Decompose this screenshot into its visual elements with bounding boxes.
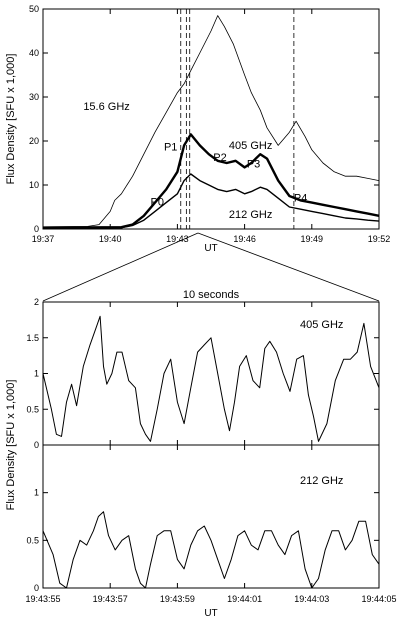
bottom-y-tick-label: 0: [34, 440, 39, 450]
panel-line-1: [42, 511, 380, 589]
top-annotations: 15.6 GHz 405 GHz 212 GHz P0 P1 P2 P3 P4: [83, 101, 307, 221]
top-plot-frame: [42, 8, 380, 230]
top-x-tick-label: 19:52: [368, 234, 391, 244]
bottom-y-tick-label: 0.5: [26, 404, 39, 414]
top-y-tick-label: 50: [29, 4, 39, 14]
bottom-y-tick-label: 0.5: [26, 535, 39, 545]
bottom-y-tick-label: 2: [34, 297, 39, 307]
bottom-upper-panel-label: 405 GHz: [300, 319, 343, 331]
bottom-x-axis-label: UT: [204, 608, 217, 619]
annotation-label: P1: [164, 142, 177, 154]
top-dashed-markers: [180, 9, 295, 229]
series-line-0: [42, 15, 380, 228]
zoom-line-right: [197, 232, 380, 302]
bottom-y-axis-label: Flux Density [SFU x 1,000]: [5, 380, 17, 511]
bottom-x-tick-label: 19:44:05: [361, 594, 396, 604]
top-x-axis-label: UT: [204, 243, 217, 254]
top-y-axis-label: Flux Density [SFU x 1,000]: [5, 54, 17, 185]
top-y-tick-label: 0: [34, 224, 39, 234]
top-y-tick-label: 20: [29, 136, 39, 146]
bottom-x-tick-label: 19:44:03: [294, 594, 329, 604]
top-series-group: [42, 15, 380, 229]
bottom-flux-chart: 10 seconds 19:43:55 19:43:57 19:43:59 19:44…: [5, 289, 397, 619]
annotation-label: 15.6 GHz: [83, 101, 129, 113]
top-x-tick-label: 19:49: [301, 234, 324, 244]
bottom-y-tick-label: 0: [34, 583, 39, 593]
top-x-ticks: 19:37 19:40 19:43 19:46 19:49 19:52: [32, 9, 391, 244]
bottom-y-tick-label: 1: [34, 488, 39, 498]
bottom-x-tick-label: 19:43:57: [93, 594, 128, 604]
bottom-x-tick-label: 19:44:01: [227, 594, 262, 604]
bottom-x-tick-label: 19:43:59: [160, 594, 195, 604]
bottom-lower-panel-label: 212 GHz: [300, 475, 343, 487]
bottom-x-tick-label: 19:43:55: [25, 594, 60, 604]
annotation-label: P0: [151, 197, 164, 209]
top-x-tick-label: 19:37: [32, 234, 55, 244]
bottom-y-tick-label: 1: [34, 369, 39, 379]
top-y-ticks: 0 10 20 30 40 50: [29, 4, 379, 234]
series-line-2: [42, 173, 380, 229]
bottom-lower-frame: [42, 444, 380, 589]
top-flux-chart: 19:37 19:40 19:43 19:46 19:49 19:52 0 10 20 30 40…: [5, 4, 390, 254]
bottom-y-ticks: 0 0.5 1 1.5 2 0 0.5 1: [26, 297, 379, 593]
top-y-tick-label: 40: [29, 48, 39, 58]
top-x-tick-label: 19:43: [166, 234, 189, 244]
annotation-label: 405 GHz: [229, 140, 272, 152]
top-y-tick-label: 30: [29, 92, 39, 102]
annotation-label: 212 GHz: [229, 209, 272, 221]
bottom-y-tick-label: 1.5: [26, 333, 39, 343]
annotation-label: P3: [247, 158, 260, 170]
panel-line-0: [42, 315, 380, 442]
series-line-1: [42, 133, 380, 229]
annotation-label: P2: [213, 152, 226, 164]
bottom-chart-title: 10 seconds: [183, 289, 240, 301]
top-y-tick-label: 10: [29, 180, 39, 190]
top-x-tick-label: 19:46: [233, 234, 256, 244]
annotation-label: P4: [294, 193, 307, 205]
zoom-line-left: [42, 232, 199, 302]
bottom-x-ticks: 19:43:55 19:43:57 19:43:59 19:44:01 19:44:03…: [25, 302, 397, 604]
bottom-series-group: [42, 315, 380, 589]
top-x-tick-label: 19:40: [99, 234, 122, 244]
